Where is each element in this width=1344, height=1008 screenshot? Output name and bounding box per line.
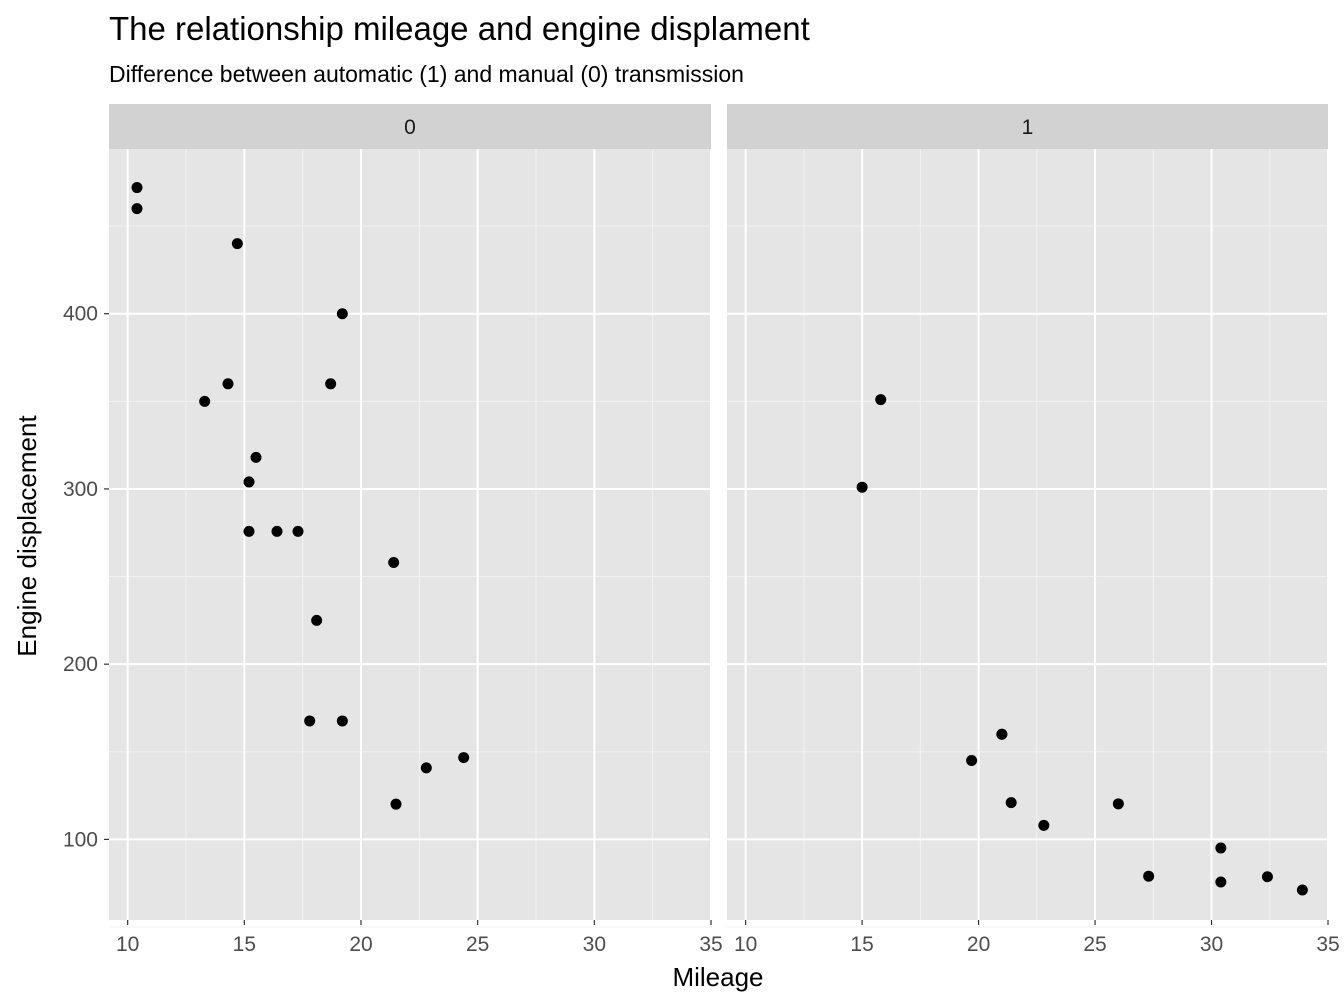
x-tick-label: 30	[1200, 933, 1223, 956]
data-point	[420, 762, 432, 774]
data-point	[856, 481, 868, 493]
data-point	[271, 525, 283, 537]
x-axis-title: Mileage	[672, 962, 763, 992]
x-tick-label: 25	[466, 933, 489, 956]
data-point	[1261, 871, 1273, 883]
data-point	[388, 557, 400, 569]
facet-strip	[727, 104, 1328, 149]
facets: 0 10 15 20 25 30 35 1 10 15 20 25 30 35	[109, 104, 1340, 956]
x-tick-label: 20	[349, 933, 372, 956]
chart-subtitle: Difference between automatic (1) and man…	[109, 61, 744, 87]
data-point	[336, 715, 348, 727]
data-point	[199, 395, 211, 407]
panel-background	[727, 149, 1328, 920]
data-point	[250, 451, 262, 463]
data-point	[1215, 842, 1227, 854]
data-point	[243, 525, 255, 537]
x-tick-label: 20	[967, 933, 990, 956]
x-tick-label: 15	[850, 933, 873, 956]
data-point	[458, 752, 470, 764]
data-point	[1215, 876, 1227, 888]
data-point	[336, 308, 348, 320]
facet-panel-0: 0 10 15 20 25 30 35	[109, 104, 723, 956]
data-point	[1296, 884, 1308, 896]
facet-panel-1: 1 10 15 20 25 30 35	[727, 104, 1340, 956]
data-point	[304, 715, 316, 727]
x-tick-label: 35	[1316, 933, 1339, 956]
chart-title: The relationship mileage and engine disp…	[109, 10, 810, 47]
x-tick-label: 25	[1083, 933, 1106, 956]
panel-background	[109, 149, 711, 920]
x-tick-label: 10	[116, 933, 139, 956]
data-point	[325, 378, 337, 390]
data-point	[1038, 819, 1050, 831]
data-point	[292, 525, 304, 537]
y-axis-title: Engine displacement	[12, 415, 42, 657]
data-point	[1005, 797, 1017, 809]
data-point	[390, 798, 402, 810]
data-point	[1112, 798, 1124, 810]
data-point	[131, 182, 143, 194]
x-tick-label: 10	[734, 933, 757, 956]
y-tick-label: 200	[63, 653, 98, 676]
data-point	[131, 203, 143, 215]
x-tick-label: 30	[583, 933, 606, 956]
data-point	[1143, 870, 1155, 882]
x-tick-label: 35	[699, 933, 722, 956]
data-point	[875, 394, 887, 406]
y-axis: 100 200 300 400	[63, 303, 109, 851]
y-tick-label: 300	[63, 478, 98, 501]
data-point	[311, 614, 323, 626]
data-point	[222, 378, 234, 390]
data-point	[231, 238, 243, 250]
y-tick-label: 100	[63, 828, 98, 851]
facet-strip	[109, 104, 711, 149]
data-point	[966, 755, 978, 767]
y-tick-label: 400	[63, 303, 98, 326]
data-point	[243, 476, 255, 488]
x-tick-label: 15	[233, 933, 256, 956]
facet-strip-label: 1	[1022, 116, 1034, 139]
facet-strip-label: 0	[404, 116, 416, 139]
data-point	[996, 728, 1008, 740]
